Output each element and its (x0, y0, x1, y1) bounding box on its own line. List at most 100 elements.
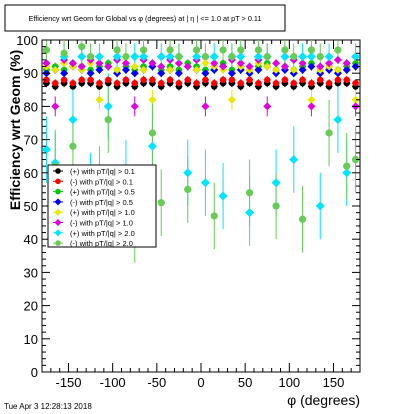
series-4-point (227, 69, 236, 78)
series-4-point (342, 65, 351, 74)
series-7-point (306, 52, 316, 62)
legend-label-1: (+) with pT/|q| > 0.1 (70, 167, 135, 176)
series-6-point (236, 59, 245, 68)
legend-label-4: (-) with pT/|q| > 0.5 (70, 198, 133, 207)
series-7-point (103, 101, 113, 111)
series-7-point (41, 145, 51, 155)
series-7-point (68, 115, 78, 125)
series-2-point (272, 79, 280, 87)
series-2-point (228, 76, 236, 84)
y-axis-label: Efficiency wrt Geom (%) (7, 50, 23, 210)
series-8-point (263, 53, 271, 61)
series-8-point (60, 49, 68, 57)
series-7-point (147, 141, 157, 151)
series-5-point (289, 65, 298, 74)
series-7-point (200, 178, 210, 188)
series-7-point (112, 52, 122, 62)
series-2-point (87, 76, 94, 84)
series-2-point (343, 76, 350, 84)
series-6-point (342, 59, 351, 68)
x-tick-label: 150 (323, 375, 345, 390)
series-4-point (254, 65, 263, 74)
series-8-point (228, 53, 236, 61)
series-5-point (139, 65, 148, 74)
series-2-point (43, 76, 50, 84)
x-tick-label: 0 (197, 375, 204, 390)
series-2-point (158, 79, 165, 87)
series-2-point (122, 76, 130, 84)
series-6-point (307, 102, 316, 111)
x-tick-label: -50 (147, 375, 166, 390)
series-7-point (209, 52, 219, 62)
series-8-point (272, 202, 280, 210)
series-6-point (68, 59, 77, 68)
series-6-point (210, 59, 219, 68)
series-8-point (184, 185, 192, 193)
series-4-point (95, 65, 104, 74)
series-5-point (95, 95, 104, 104)
series-2-point (149, 76, 156, 84)
series-8-point (42, 46, 51, 54)
series-2-point (52, 79, 59, 87)
series-6-point (219, 62, 228, 71)
series-8-point (192, 46, 201, 54)
series-8-point (175, 53, 183, 61)
series-8-point (122, 53, 130, 61)
series-5-point (351, 95, 360, 104)
series-2-point (325, 79, 333, 87)
series-2-point (299, 76, 306, 84)
series-8-point (325, 129, 333, 137)
series-8-point (113, 46, 121, 54)
y-tick-label: 100 (16, 33, 38, 48)
series-2-point (281, 76, 289, 84)
series-7-point (342, 168, 352, 178)
series-6-point (174, 59, 183, 68)
x-tick-label: 50 (238, 375, 252, 390)
series-7-point (236, 52, 246, 62)
series-8-point (343, 162, 351, 170)
series-8-point (316, 53, 324, 61)
chart-title: Efficiency wrt Geom for Global vs φ (deg… (28, 14, 261, 23)
legend-label-7: (+) with pT/|q| > 2.0 (70, 229, 135, 238)
series-6-point (121, 59, 130, 68)
axes: 0 10 20 30 40 50 60 70 80 90 100 -150 -100 -50 0 50 100 1… (16, 33, 361, 390)
series-6-point (280, 62, 289, 71)
series-6-point (325, 59, 334, 68)
series-5-point (192, 65, 201, 74)
series-2-point (78, 76, 85, 84)
series-2-point (166, 76, 174, 84)
series-7-point (333, 115, 343, 125)
series-8-point (148, 129, 157, 137)
series-2-point (317, 76, 324, 84)
series-7-point (192, 52, 202, 62)
series-4-point (174, 69, 183, 78)
series-7-point (183, 168, 193, 178)
series-4-point (86, 69, 95, 78)
series-6-point (272, 59, 281, 68)
series-5-point (166, 65, 175, 74)
series-8-point (237, 46, 245, 54)
series-2-point (352, 79, 359, 87)
series-6-point (157, 62, 166, 71)
timestamp: Tue Apr 3 12:28:13 2018 (4, 402, 92, 411)
series-5-point (227, 95, 236, 104)
series-8-point (69, 142, 77, 150)
series-4-point (307, 62, 316, 71)
series-7-point (271, 178, 281, 188)
series-5-point (113, 65, 122, 74)
y-tick-label: 30 (24, 265, 38, 280)
series-5-point (130, 62, 139, 71)
series-4-point (130, 69, 139, 78)
chart-title-box: Efficiency wrt Geom for Global vs φ (deg… (4, 4, 286, 32)
series-7-point (253, 52, 263, 62)
series-6-point (183, 62, 192, 71)
series-7-point (218, 191, 228, 201)
series-2-point (96, 79, 103, 87)
series-8-point (157, 199, 165, 207)
series-6-point (42, 59, 51, 68)
series-7-point (245, 208, 255, 218)
series-4-point (60, 69, 69, 78)
series-2-point (290, 79, 297, 87)
series-7-point (94, 52, 104, 62)
